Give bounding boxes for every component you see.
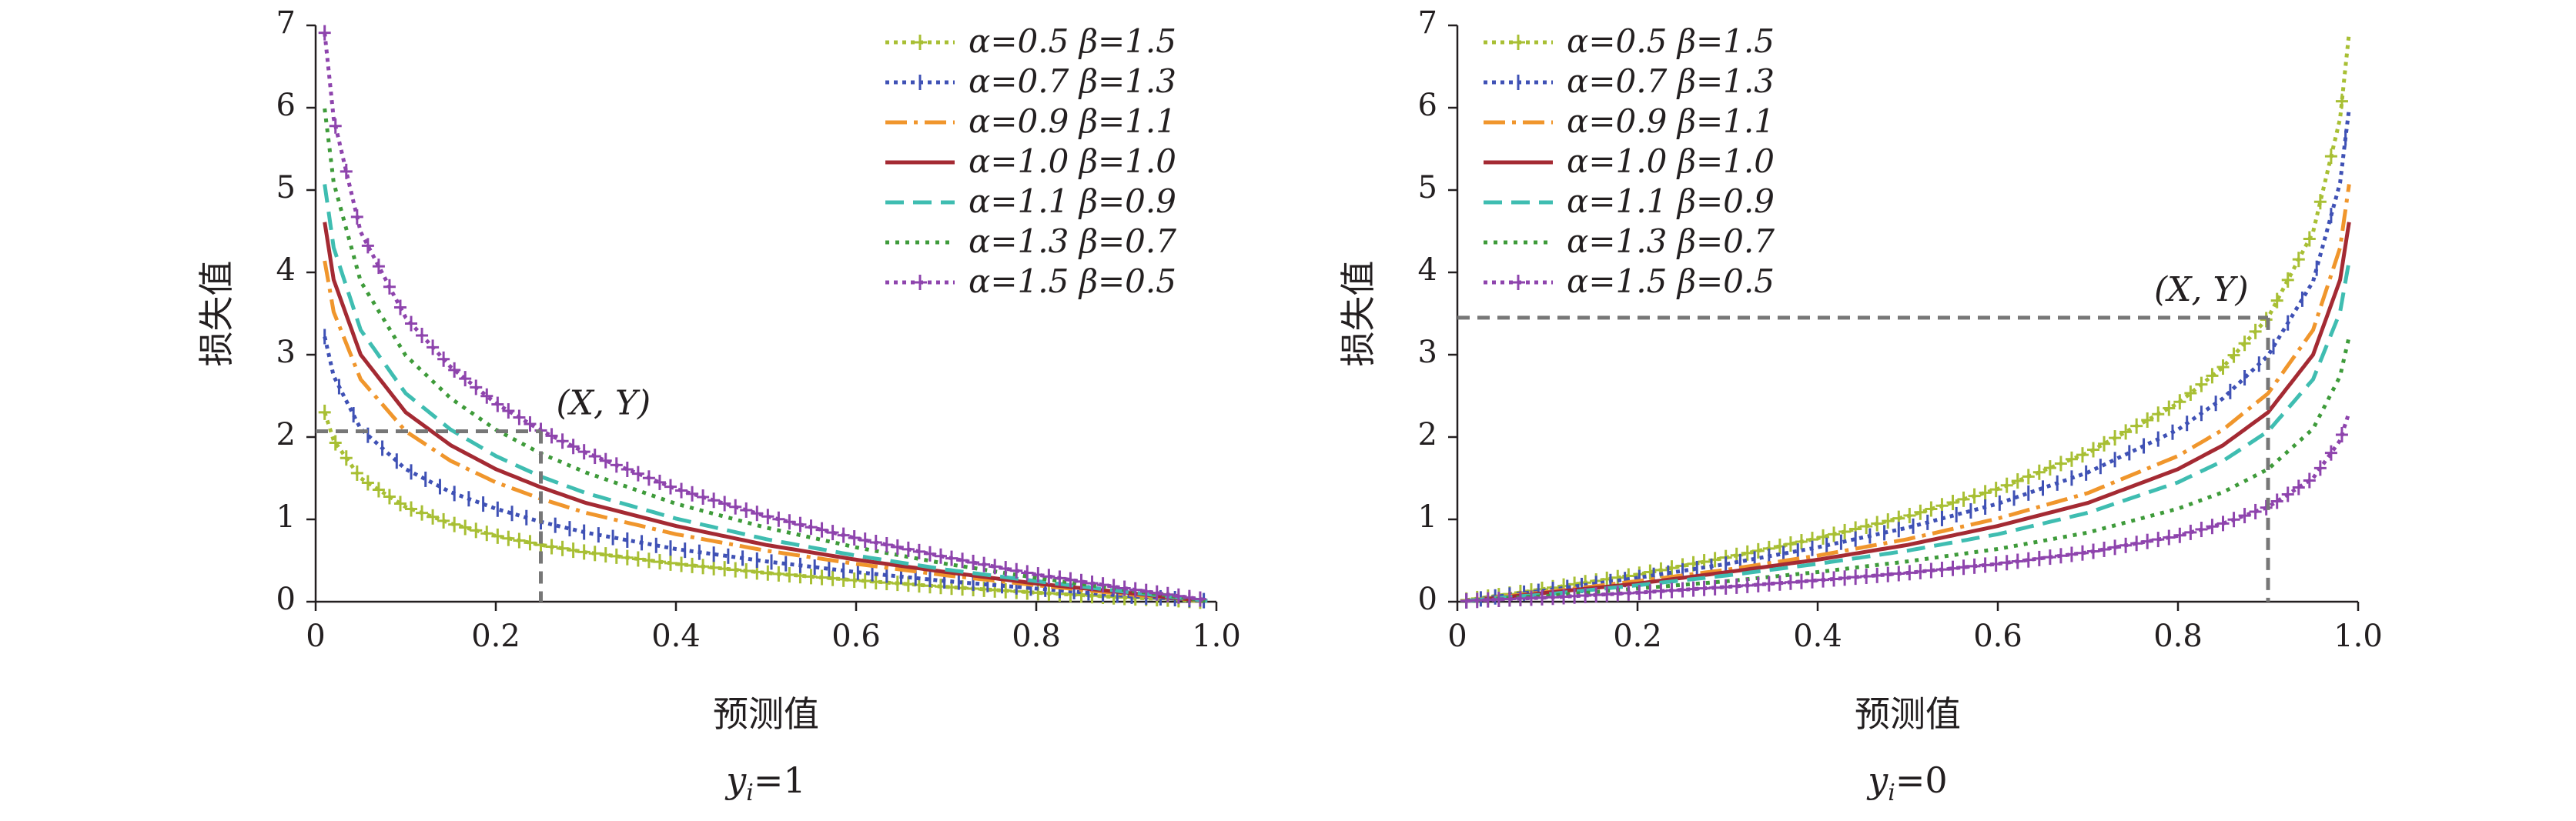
caption-var: y xyxy=(724,759,747,801)
legend-item: α=0.7 β=1.3 xyxy=(1484,62,1775,100)
legend-item: α=0.9 β=1.1 xyxy=(885,102,1176,140)
x-tick-label: 0.8 xyxy=(1012,619,1061,654)
series-line-2 xyxy=(1466,184,2351,603)
x-tick-label: 0.8 xyxy=(2153,619,2203,654)
x-tick-label: 1.0 xyxy=(1192,619,1241,654)
legend: α=0.5 β=1.5α=0.7 β=1.3α=0.9 β=1.1α=1.0 β… xyxy=(885,22,1176,300)
y-tick-label: 5 xyxy=(1418,170,1437,205)
legend-label: α=0.5 β=1.5 xyxy=(969,22,1176,60)
caption-value: =0 xyxy=(1895,759,1948,801)
series-markers-6 xyxy=(1460,427,2348,609)
legend-label: α=0.5 β=1.5 xyxy=(1567,22,1775,60)
y-tick-label: 3 xyxy=(1418,335,1437,370)
caption-var: y xyxy=(1866,759,1889,801)
legend-label: α=0.7 β=1.3 xyxy=(969,62,1176,100)
chart-panel-yi1: 0 0.2 0.4 0.6 0.8 1.0 0 1 2 3 4 5 6 7 预测值 损失值 yi=1 (X, Y)… xyxy=(196,5,1241,806)
y-tick-label: 7 xyxy=(276,5,296,41)
legend-item: α=1.0 β=1.0 xyxy=(885,142,1176,180)
series-line-5 xyxy=(1466,335,2351,603)
y-tick-label: 0 xyxy=(1418,582,1437,617)
series-line-5 xyxy=(323,108,1208,603)
annotation-label: (X, Y) xyxy=(2154,270,2249,309)
annotation-label: (X, Y) xyxy=(557,384,651,423)
x-tick-label: 0.2 xyxy=(471,619,520,654)
legend-label: α=1.1 β=0.9 xyxy=(1567,182,1775,220)
legend-item: α=1.5 β=0.5 xyxy=(885,262,1176,300)
x-tick-label: 0.6 xyxy=(1973,619,2022,654)
legend-item: α=1.5 β=0.5 xyxy=(1484,262,1775,300)
legend-label: α=1.5 β=0.5 xyxy=(969,262,1176,300)
y-tick-label: 4 xyxy=(276,252,296,288)
x-axis-label: 预测值 xyxy=(1855,693,1961,735)
y-tick-label: 3 xyxy=(276,335,296,370)
y-axis-label: 损失值 xyxy=(1337,261,1379,367)
legend-label: α=0.9 β=1.1 xyxy=(1567,102,1775,140)
series-line-3 xyxy=(323,222,1208,603)
y-axis-label: 损失值 xyxy=(196,261,237,367)
x-tick-label: 0.2 xyxy=(1613,619,1662,654)
y-tick-label: 5 xyxy=(276,170,296,205)
legend-item: α=0.9 β=1.1 xyxy=(1484,102,1775,140)
legend-item: α=0.5 β=1.5 xyxy=(1484,22,1775,60)
y-tick-label: 2 xyxy=(1418,417,1437,452)
legend-item: α=0.7 β=1.3 xyxy=(885,62,1176,100)
legend-item: α=1.0 β=1.0 xyxy=(1484,142,1775,180)
x-tick-label: 0.6 xyxy=(831,619,881,654)
legend-label: α=1.0 β=1.0 xyxy=(969,142,1176,180)
legend-item: α=1.3 β=0.7 xyxy=(1484,222,1775,260)
legend-item: α=1.1 β=0.9 xyxy=(885,182,1176,220)
series-line-4 xyxy=(1466,260,2351,603)
legend-label: α=1.5 β=0.5 xyxy=(1567,262,1775,300)
chart-panel-yi0: 0 0.2 0.4 0.6 0.8 1.0 0 1 2 3 4 5 6 7 预测值 损失值 yi=0 (X, Y)… xyxy=(1337,5,2383,806)
legend-item: α=1.3 β=0.7 xyxy=(885,222,1176,260)
caption-sub: i xyxy=(746,779,754,806)
legend-item: α=0.5 β=1.5 xyxy=(885,22,1176,60)
x-tick-label: 0 xyxy=(306,619,325,654)
legend: α=0.5 β=1.5α=0.7 β=1.3α=0.9 β=1.1α=1.0 β… xyxy=(1484,22,1775,300)
series-line-1 xyxy=(323,335,1208,603)
panel-caption: yi=0 xyxy=(1866,759,1947,806)
y-tick-label: 0 xyxy=(276,582,296,617)
x-tick-label: 0 xyxy=(1447,619,1467,654)
y-tick-label: 6 xyxy=(1418,88,1437,123)
legend-label: α=0.7 β=1.3 xyxy=(1567,62,1775,100)
legend-label: α=1.0 β=1.0 xyxy=(1567,142,1775,180)
x-tick-label: 1.0 xyxy=(2333,619,2383,654)
x-tick-label: 0.4 xyxy=(1793,619,1842,654)
panel-caption: yi=1 xyxy=(724,759,805,806)
caption-value: =1 xyxy=(754,759,806,801)
y-tick-label: 2 xyxy=(276,417,296,452)
caption-sub: i xyxy=(1888,779,1895,806)
legend-label: α=0.9 β=1.1 xyxy=(969,102,1176,140)
legend-label: α=1.3 β=0.7 xyxy=(969,222,1176,260)
x-axis-label: 预测值 xyxy=(713,693,819,735)
y-tick-label: 1 xyxy=(276,499,296,535)
legend-item: α=1.1 β=0.9 xyxy=(1484,182,1775,220)
series-markers-6 xyxy=(318,25,1206,607)
series-markers-0 xyxy=(318,404,1206,609)
y-tick-label: 1 xyxy=(1418,499,1437,535)
series-markers-1 xyxy=(323,329,1206,609)
legend-label: α=1.3 β=0.7 xyxy=(1567,222,1775,260)
y-tick-label: 4 xyxy=(1418,252,1437,288)
x-tick-label: 0.4 xyxy=(651,619,701,654)
y-tick-label: 7 xyxy=(1418,5,1437,41)
legend-label: α=1.1 β=0.9 xyxy=(969,182,1176,220)
y-tick-label: 6 xyxy=(276,88,296,123)
